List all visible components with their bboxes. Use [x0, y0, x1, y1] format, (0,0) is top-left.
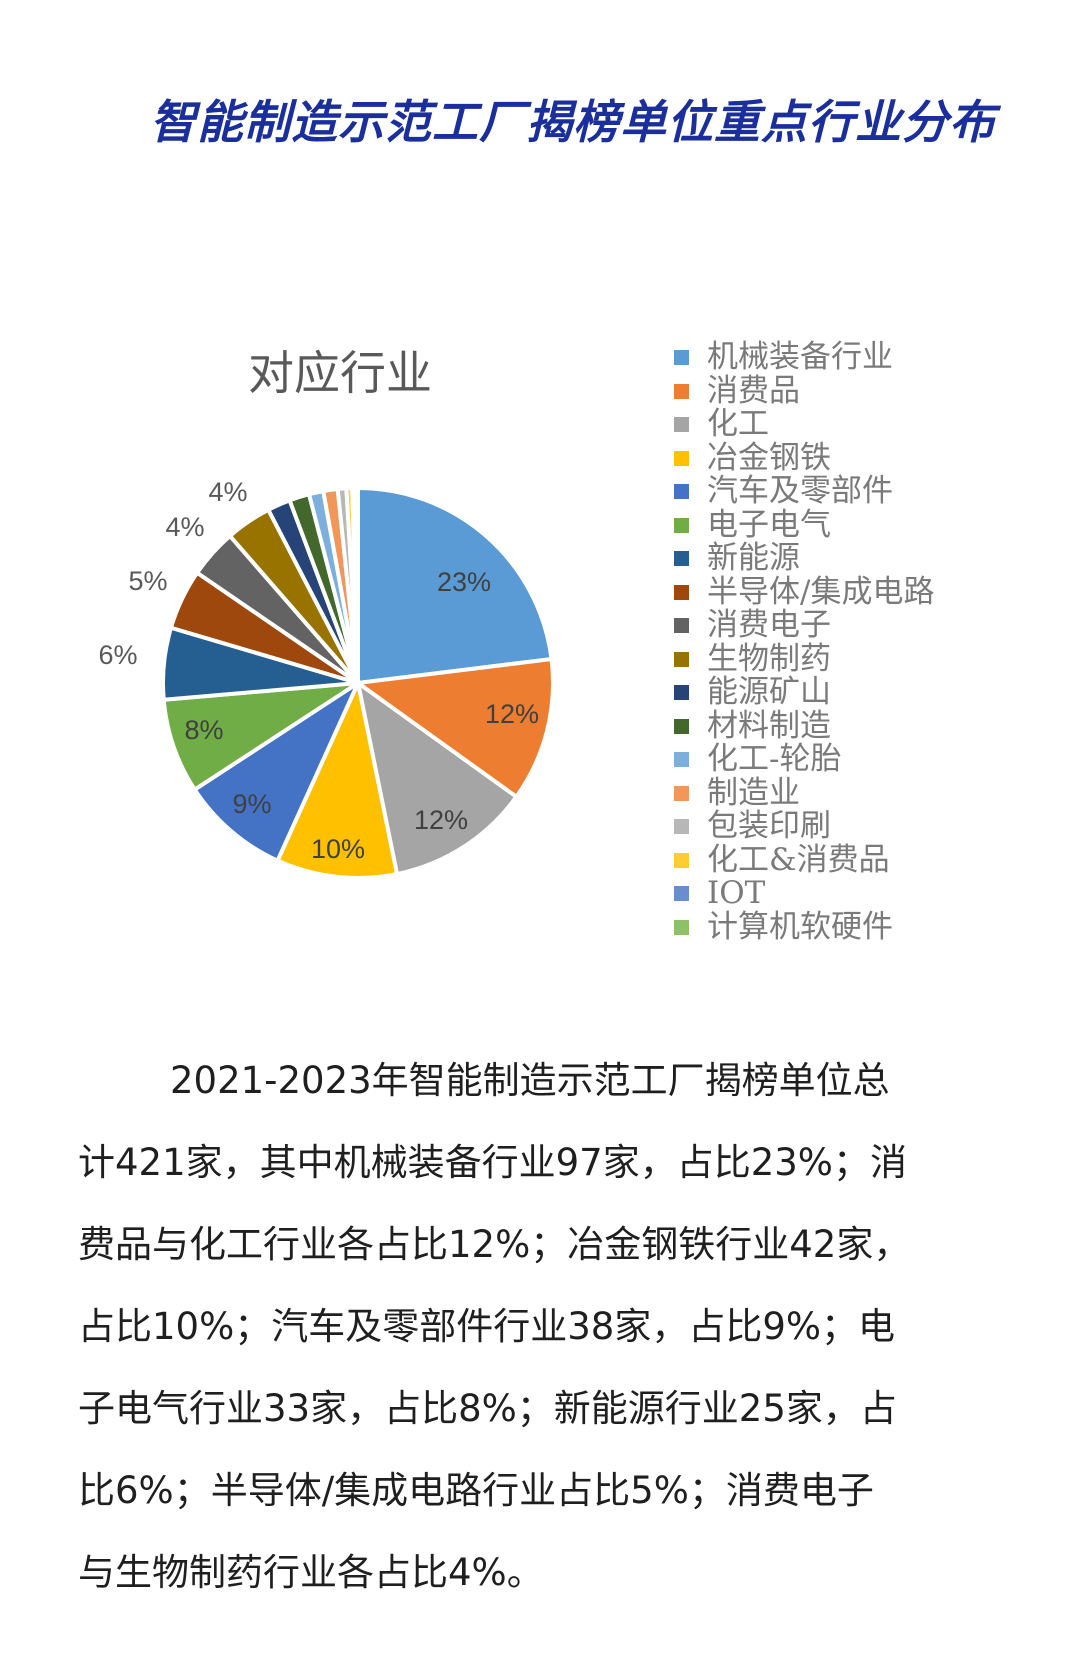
- legend-item: IOT: [674, 877, 1014, 911]
- legend-label: 消费品: [707, 372, 800, 409]
- chart-title: 对应行业: [248, 346, 432, 400]
- legend-swatch-icon: [674, 551, 689, 567]
- legend-label: 计算机软硬件: [707, 908, 893, 945]
- pie-slices: [161, 485, 555, 880]
- pie-slice: [356, 681, 519, 877]
- legend-label: 化工-轮胎: [707, 741, 842, 778]
- legend-swatch-icon: [674, 517, 689, 533]
- legend-swatch-icon: [674, 584, 689, 600]
- pie-data-label: 12%: [413, 805, 469, 835]
- legend-item: 生物制药: [674, 640, 1014, 677]
- legend-item: 消费电子: [674, 609, 1014, 643]
- legend-swatch-icon: [674, 886, 689, 902]
- legend-swatch-icon: [674, 852, 689, 868]
- legend-item: 消费品: [674, 372, 1014, 409]
- legend-label: 化工&消费品: [707, 841, 890, 878]
- legend-swatch-icon: [674, 350, 689, 366]
- page-title: 智能制造示范工厂揭榜单位重点行业分布: [150, 95, 996, 149]
- legend-label: 冶金钢铁: [707, 439, 831, 476]
- legend-label: 化工: [707, 406, 769, 443]
- legend-item: 制造业: [674, 774, 1014, 811]
- body-text-line: 2021-2023年智能制造示范工厂揭榜单位总: [170, 1059, 890, 1102]
- legend-swatch-icon: [674, 685, 689, 701]
- legend-item: 化工: [674, 408, 1014, 442]
- body-text-line: 子电气行业33家，占比8%；新能源行业25家，占: [78, 1387, 897, 1430]
- legend-swatch-icon: [674, 651, 689, 667]
- pie-data-label: 6%: [98, 640, 138, 670]
- body-text-line: 费品与化工行业各占比12%；冶金钢铁行业42家，: [78, 1223, 911, 1266]
- legend-item: 化工&消费品: [674, 841, 1014, 878]
- legend-swatch-icon: [674, 919, 689, 935]
- legend-swatch-icon: [674, 383, 689, 399]
- legend-label: IOT: [707, 875, 766, 912]
- legend-label: 机械装备行业: [707, 339, 893, 376]
- pie-data-label: 12%: [484, 699, 540, 729]
- pie-data-label: 10%: [310, 834, 366, 864]
- legend-item: 能源矿山: [674, 676, 1014, 710]
- legend-label: 能源矿山: [707, 674, 831, 711]
- legend-label: 材料制造: [707, 707, 831, 744]
- legend-item: 电子电气: [674, 506, 1014, 543]
- legend-swatch-icon: [674, 785, 689, 801]
- legend-swatch-icon: [674, 484, 689, 500]
- legend-item: 计算机软硬件: [674, 908, 1014, 945]
- pie-data-label: 9%: [232, 789, 272, 819]
- pie-slice: [356, 486, 554, 685]
- chart-legend: 机械装备行业 消费品 化工 冶金钢铁 汽车及零部件 电子电气 新能源 半导体/集成电路 消费电子…: [674, 341, 1014, 944]
- pie-chart: [161, 485, 555, 880]
- pie-data-label: 5%: [128, 566, 168, 596]
- legend-label: 包装印刷: [707, 808, 831, 845]
- legend-label: 汽车及零部件: [707, 473, 893, 510]
- legend-item: 半导体/集成电路: [674, 573, 1014, 610]
- pie-data-label: 4%: [208, 477, 248, 507]
- legend-label: 生物制药: [707, 640, 831, 677]
- legend-label: 半导体/集成电路: [707, 573, 935, 610]
- legend-swatch-icon: [674, 718, 689, 734]
- pie-data-label: 4%: [165, 512, 205, 542]
- body-text-line: 占比10%；汽车及零部件行业38家，占比9%；电: [78, 1305, 896, 1348]
- pie-slice: [353, 485, 360, 685]
- legend-swatch-icon: [674, 618, 689, 634]
- pie-slice: [356, 657, 555, 799]
- legend-label: 制造业: [707, 774, 800, 811]
- legend-item: 材料制造: [674, 707, 1014, 744]
- legend-swatch-icon: [674, 450, 689, 466]
- pie-data-label: 8%: [184, 715, 224, 745]
- pie-slice: [192, 681, 360, 863]
- body-text-line: 计421家，其中机械装备行业97家，占比23%；消: [78, 1141, 907, 1184]
- pie-slice: [275, 681, 400, 880]
- body-text-line: 比6%；半导体/集成电路行业占比5%；消费电子: [78, 1469, 874, 1512]
- legend-item: 新能源: [674, 542, 1014, 576]
- legend-swatch-icon: [674, 819, 689, 835]
- legend-item: 冶金钢铁: [674, 439, 1014, 476]
- legend-swatch-icon: [674, 752, 689, 768]
- legend-label: 电子电气: [707, 506, 831, 543]
- legend-item: 化工-轮胎: [674, 743, 1014, 777]
- legend-label: 消费电子: [707, 607, 831, 644]
- pie-data-label: 23%: [436, 567, 492, 597]
- legend-swatch-icon: [674, 417, 689, 433]
- body-paragraph: 2021-2023年智能制造示范工厂揭榜单位总计421家，其中机械装备行业97家…: [78, 1040, 1008, 1614]
- legend-item: 机械装备行业: [674, 341, 1014, 375]
- body-text-line: 与生物制药行业各占比4%。: [78, 1551, 544, 1594]
- legend-label: 新能源: [707, 540, 800, 577]
- legend-item: 包装印刷: [674, 810, 1014, 844]
- legend-item: 汽车及零部件: [674, 475, 1014, 509]
